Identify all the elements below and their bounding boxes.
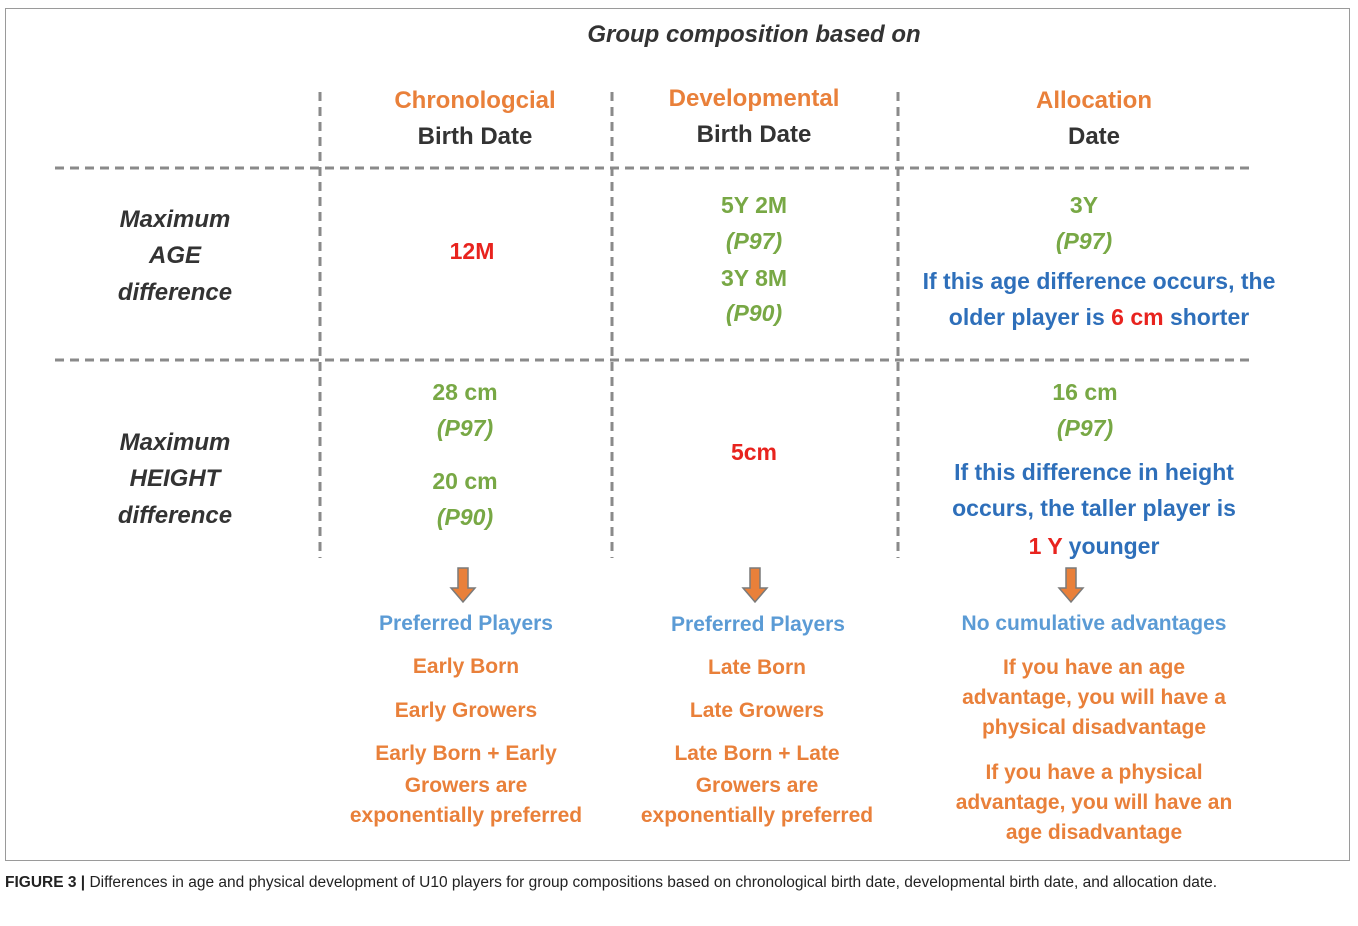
outcome-item: Growers are: [404, 774, 528, 797]
outcome-heading: Preferred Players: [671, 613, 845, 636]
caption-label: FIGURE 3 |: [5, 874, 86, 891]
row-label: Maximum: [119, 206, 231, 233]
cell-value: 5Y 2M: [720, 192, 788, 218]
row-label: HEIGHT: [129, 465, 221, 492]
cell-value: 20 cm: [432, 468, 498, 494]
cell-value: 28 cm: [432, 379, 498, 405]
caption: FIGURE 3 | Differences in age and physic…: [5, 872, 1325, 894]
cell-value: (P97): [725, 228, 783, 254]
outcome-item: advantage, you will have a: [962, 686, 1226, 709]
column-name: Developmental: [668, 85, 840, 112]
note: 1 Y younger: [1029, 531, 1160, 561]
note: occurs, the taller player is: [952, 495, 1236, 521]
outcome-item: Late Growers: [689, 699, 825, 722]
outcome-item: age disadvantage: [1005, 821, 1183, 844]
note-text: older player is: [948, 304, 1112, 330]
cell-value: (P97): [436, 415, 494, 441]
cell-value: 5cm: [730, 439, 778, 465]
outcome-item: Early Born: [412, 655, 520, 678]
cell-value: 12M: [449, 238, 495, 264]
outcome-item: Growers are: [695, 774, 819, 797]
note-highlight: 1 Y: [1028, 533, 1063, 559]
outcome-heading: Preferred Players: [379, 612, 553, 635]
caption-text: Differences in age and physical developm…: [85, 874, 1218, 891]
arrow: [1057, 567, 1085, 604]
cell-value: (P97): [1055, 228, 1113, 254]
note-text: younger: [1062, 533, 1160, 559]
outcome-item: Late Born + Late: [674, 742, 840, 765]
note: older player is 6 cm shorter: [949, 302, 1249, 332]
outcome-item: Late Born: [707, 656, 807, 679]
note-text: shorter: [1163, 304, 1250, 330]
note-highlight: 6 cm: [1111, 304, 1164, 330]
outcome-item: Early Born + Early: [375, 742, 557, 765]
column-sub: Birth Date: [417, 123, 533, 150]
arrow: [449, 567, 477, 604]
outcome-item: If you have a physical: [985, 761, 1203, 784]
row-label: Maximum: [119, 429, 231, 456]
note: If this age difference occurs, the: [922, 268, 1276, 294]
cell-value: (P90): [436, 504, 494, 530]
column-sub: Date: [1067, 123, 1121, 150]
outcome-heading: No cumulative advantages: [961, 612, 1227, 635]
note: If this difference in height: [954, 459, 1234, 485]
figure-frame: [5, 8, 1350, 861]
row-label: AGE: [148, 242, 202, 269]
cell-value: (P97): [1056, 415, 1114, 441]
outcome-item: exponentially preferred: [349, 804, 583, 827]
column-name: Chronologcial: [394, 87, 556, 114]
cell-value: (P90): [725, 300, 783, 326]
cell-value: 3Y: [1069, 192, 1099, 218]
outcome-item: exponentially preferred: [640, 804, 874, 827]
cell-value: 3Y 8M: [720, 265, 788, 291]
arrow: [741, 567, 769, 604]
cell-value: 16 cm: [1052, 379, 1118, 405]
outcome-item: advantage, you will have an: [955, 791, 1233, 814]
title: Group composition based on: [587, 21, 921, 48]
column-sub: Birth Date: [696, 121, 812, 148]
outcome-item: physical disadvantage: [981, 716, 1207, 739]
row-label: difference: [117, 502, 233, 529]
outcome-item: If you have an age: [1002, 656, 1186, 679]
row-label: difference: [117, 279, 233, 306]
column-name: Allocation: [1035, 87, 1153, 114]
outcome-item: Early Growers: [394, 699, 538, 722]
